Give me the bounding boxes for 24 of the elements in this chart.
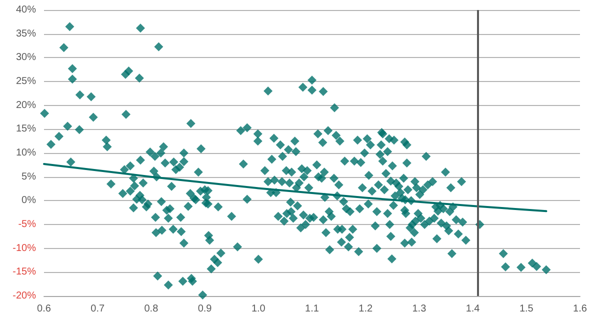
- x-tick-label: 1.4: [466, 304, 480, 314]
- x-tick-label: 0.7: [90, 304, 105, 314]
- y-tick-label: -20%: [12, 290, 36, 302]
- x-tick-label: 0.6: [37, 304, 52, 314]
- y-tick-label: 40%: [16, 4, 36, 16]
- y-tick-label: -15%: [12, 266, 36, 278]
- x-tick-label: 1.5: [519, 304, 534, 314]
- y-tick-label: 0%: [22, 195, 36, 206]
- y-tick-label: 5%: [22, 171, 36, 182]
- y-tick-label: 30%: [16, 52, 36, 64]
- y-tick-label: 10%: [16, 148, 36, 158]
- y-tick-label: -10%: [12, 242, 36, 254]
- y-tick-label: 15%: [16, 124, 36, 135]
- y-tick-label: 35%: [16, 28, 36, 40]
- y-tick-label: 20%: [16, 100, 36, 111]
- x-tick-label: 1.3: [412, 304, 427, 314]
- y-tick-label: -5%: [18, 219, 36, 230]
- x-tick-label: 0.8: [144, 304, 159, 314]
- x-tick-label: 0.9: [198, 304, 212, 314]
- y-tick-label: 25%: [16, 76, 36, 87]
- x-tick-label: 1.2: [358, 304, 373, 314]
- x-tick-label: 1.1: [305, 304, 320, 314]
- x-tick-label: 1.6: [573, 304, 588, 314]
- x-tick-label: 1.0: [251, 304, 266, 314]
